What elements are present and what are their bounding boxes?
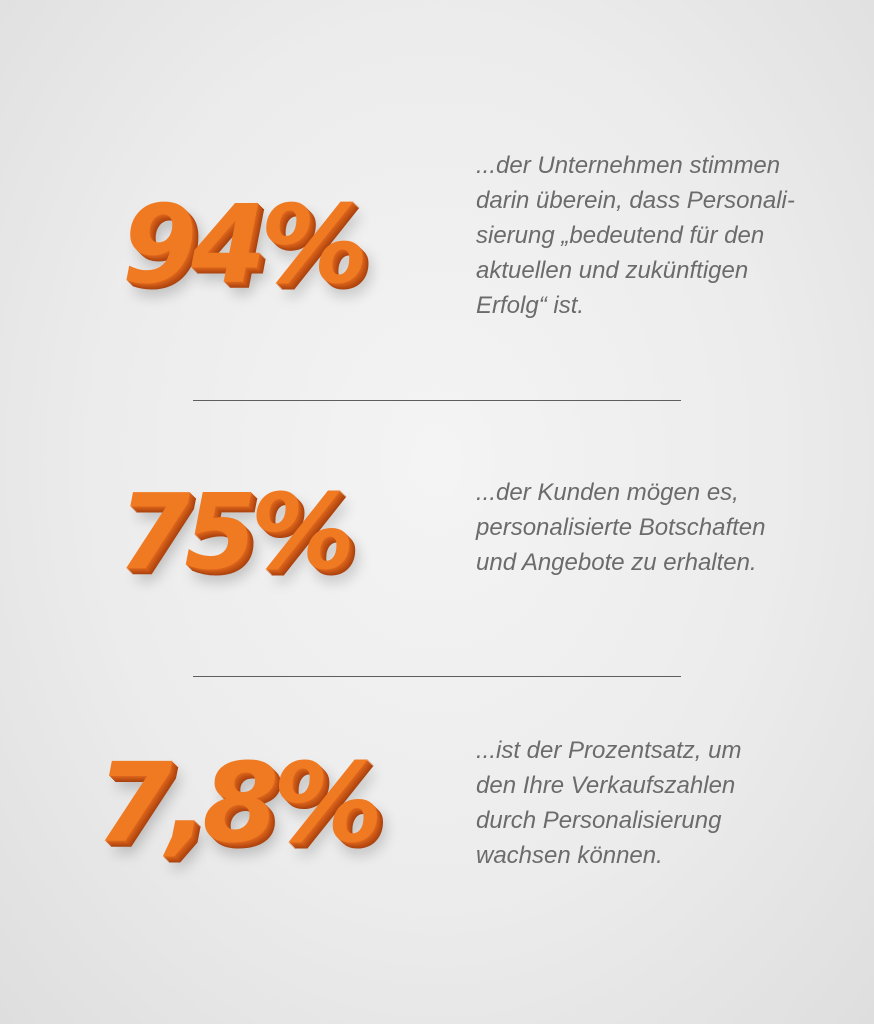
description-line: ...ist der Prozentsatz, um (476, 737, 742, 764)
description-line: Erfolg“ ist. (476, 292, 585, 319)
stat-value: 75% (118, 471, 355, 593)
divider (193, 676, 681, 677)
stat-description: ...der Kunden mögen es, personalisierte … (476, 475, 856, 580)
description-line: durch Personalisierung (476, 807, 722, 834)
stat-description: ...der Unternehmen stimmen darin überein… (476, 148, 856, 323)
description-line: den Ihre Verkaufszahlen (476, 772, 736, 799)
stat-value: 7,8% (96, 739, 383, 867)
description-line: ...der Unternehmen stimmen (476, 152, 781, 179)
description-line: darin überein, dass Personali- (476, 187, 795, 214)
stat-block-7-8: 7,8% ...ist der Prozentsatz, um den Ihre… (0, 720, 874, 900)
description-line: sierung „bedeutend für den (476, 222, 765, 249)
description-line: personalisierte Botschaften (476, 514, 766, 541)
stat-block-75: 75% ...der Kunden mögen es, personalisie… (0, 445, 874, 615)
description-line: wachsen können. (476, 842, 663, 869)
description-line: und Angebote zu erhalten. (476, 549, 757, 576)
description-line: aktuellen und zukünftigen (476, 257, 749, 284)
divider (193, 400, 681, 401)
stat-value: 94% (122, 183, 369, 308)
stat-description: ...ist der Prozentsatz, um den Ihre Verk… (476, 733, 856, 873)
stat-block-94: 94% ...der Unternehmen stimmen darin übe… (0, 140, 874, 340)
description-line: ...der Kunden mögen es, (476, 479, 739, 506)
